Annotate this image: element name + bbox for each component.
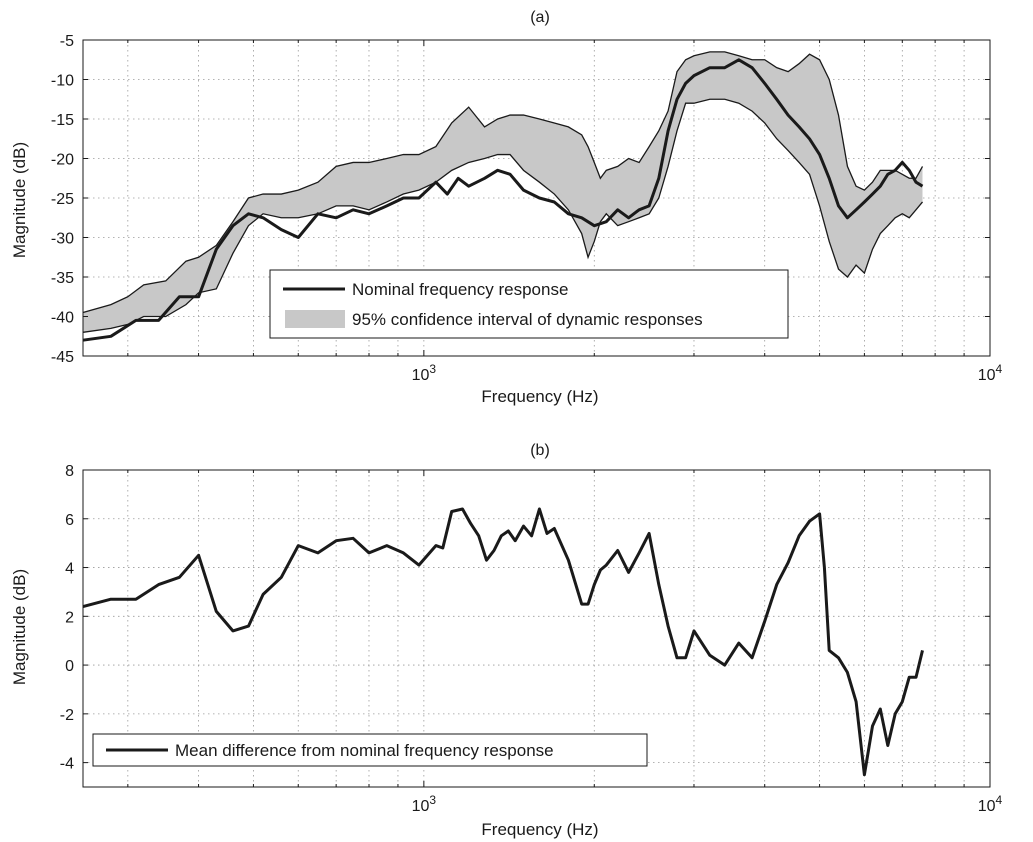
legend-confidence-label: 95% confidence interval of dynamic respo… — [352, 310, 703, 329]
panel-a-x-ticks: 103 104 — [127, 40, 1003, 384]
y-tick-label: -40 — [51, 310, 74, 327]
panel-b-x-ticks: 103 104 — [127, 470, 1003, 815]
confidence-band-area — [83, 51, 923, 333]
panel-a-legend-box — [269, 269, 789, 339]
y-tick-label: -5 — [60, 33, 74, 50]
panel-b-legend: Mean difference from nominal frequency r… — [92, 733, 648, 767]
panel-b: (b) -4 -2 0 2 4 6 8 103 104 Frequency (Hz) Magn… — [10, 442, 1003, 839]
y-tick-label: -4 — [60, 756, 74, 773]
y-tick-label: 2 — [65, 609, 74, 626]
confidence-band-lower-edge — [82, 98, 924, 333]
panel-a-series — [82, 58, 924, 342]
y-tick-label: -20 — [51, 152, 74, 169]
x-tick-label: 103 — [412, 793, 437, 815]
legend-nominal-label: Nominal frequency response — [352, 280, 568, 299]
y-tick-label: -2 — [60, 707, 74, 724]
panel-b-axes-frame — [82, 469, 991, 788]
panel-a-legend: Nominal frequency response 95% confidenc… — [269, 269, 789, 339]
panel-b-y-axis-label: Magnitude (dB) — [10, 569, 29, 685]
panel-a-x-axis-label: Frequency (Hz) — [481, 387, 598, 406]
panel-b-y-ticks: -4 -2 0 2 4 6 8 — [60, 463, 990, 773]
confidence-band-upper-edge — [82, 51, 924, 314]
panel-a-y-axis-label: Magnitude (dB) — [10, 142, 29, 258]
legend-confidence-patch-swatch — [285, 310, 345, 328]
y-tick-label: -10 — [51, 73, 74, 90]
panel-a-title: (a) — [530, 9, 550, 26]
x-tick-label: 104 — [978, 362, 1003, 384]
series-line-a-0 — [82, 58, 924, 342]
y-tick-label: 6 — [65, 512, 74, 529]
panel-b-x-axis-label: Frequency (Hz) — [481, 820, 598, 839]
panel-a-y-ticks: -45 -40 -35 -30 -25 -20 -15 -10 -5 — [51, 33, 990, 366]
panel-b-legend-box — [92, 733, 648, 767]
series-line-b-0 — [82, 507, 924, 777]
panel-a-confidence-band — [82, 51, 924, 333]
y-tick-label: 4 — [65, 561, 74, 578]
x-tick-label: 103 — [412, 362, 437, 384]
y-tick-label: -45 — [51, 349, 74, 366]
y-tick-label: -25 — [51, 191, 74, 208]
y-tick-label: -15 — [51, 112, 74, 129]
panel-b-series — [82, 507, 924, 777]
panel-a: (a) -45 -40 -35 -30 -25 -20 -15 -10 -5 103 104 Fr… — [10, 9, 1003, 406]
y-tick-label: 8 — [65, 463, 74, 480]
legend-mean-difference-label: Mean difference from nominal frequency r… — [175, 741, 554, 760]
y-tick-label: 0 — [65, 658, 74, 675]
y-tick-label: -35 — [51, 270, 74, 287]
x-tick-label: 104 — [978, 793, 1003, 815]
panel-b-title: (b) — [530, 442, 550, 459]
y-tick-label: -30 — [51, 231, 74, 248]
